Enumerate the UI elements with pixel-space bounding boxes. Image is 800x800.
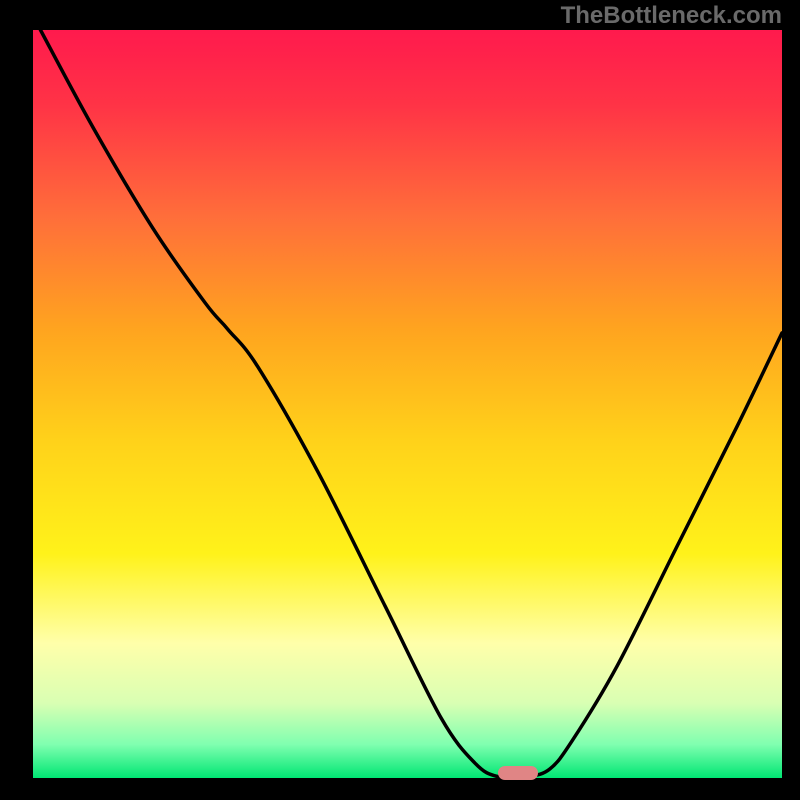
chart-container: TheBottleneck.com (0, 0, 800, 800)
plot-svg (0, 0, 800, 800)
bottleneck-curve (40, 30, 782, 778)
optimal-point-marker (498, 766, 538, 780)
watermark-text: TheBottleneck.com (561, 2, 782, 30)
